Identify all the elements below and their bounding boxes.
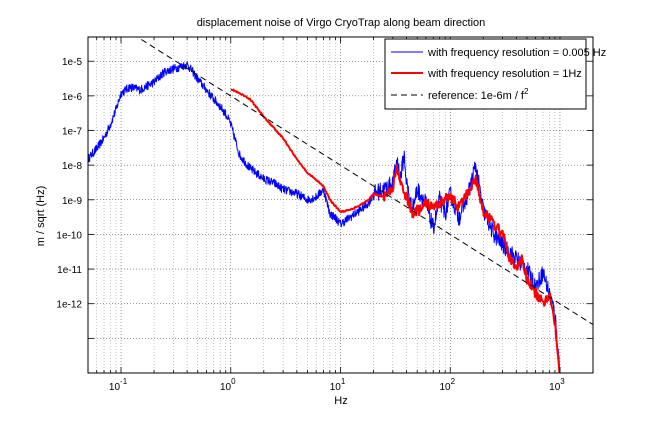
x-axis-label: Hz [334,395,347,407]
series-line-2 [136,37,593,326]
y-tick-label: 1e-8 [62,161,82,172]
series-layer [88,37,593,373]
x-tick-label-base: 10 [549,382,561,393]
x-tick-label-exponent: 0 [231,377,236,386]
x-tick-label: 100 [220,377,236,393]
y-tick-label: 1e-10 [56,230,82,241]
x-tick-label-exponent: 3 [560,377,565,386]
y-tick-label: 1e-11 [57,265,82,276]
x-tick-label: 10-1 [109,377,128,393]
legend-label-dashed: reference: 1e-6m / f2 [428,87,529,102]
chart-title: displacement noise of Virgo CryoTrap alo… [197,17,486,29]
x-tick-label-base: 10 [109,382,121,393]
x-tick-label: 103 [549,377,565,393]
y-tick-label: 1e-5 [62,57,82,68]
x-tick-label-exponent: 2 [451,377,456,386]
y-tick-label: 1e-6 [62,92,82,103]
x-tick-label-exponent: 1 [341,377,346,386]
y-tick-labels: 1e-5 1e-6 1e-7 1e-8 1e-9 1e-10 1e-11 1e-12 [56,57,82,310]
legend-label-dashed-main: reference: 1e-6m / f [428,90,525,102]
y-tick-label: 1e-7 [62,127,82,138]
x-tick-label: 101 [330,377,346,393]
x-tick-label-base: 10 [220,382,232,393]
y-tick-label: 1e-12 [56,300,82,311]
legend: with frequency resolution = 0.005 Hz wit… [384,38,606,110]
x-tick-label: 102 [439,377,455,393]
x-tick-label-base: 10 [330,382,342,393]
legend-label-red: with frequency resolution = 1Hz [427,68,582,80]
y-axis-label: m / sqrt (Hz) [35,186,47,247]
grid [87,37,594,374]
y-tick-label: 1e-9 [62,196,82,207]
legend-label-dashed-sup: 2 [524,87,529,96]
legend-label-blue: with frequency resolution = 0.005 Hz [427,47,606,59]
series-line-1 [230,88,561,373]
x-tick-label-base: 10 [439,382,451,393]
x-tick-label-exponent: -1 [120,377,128,386]
